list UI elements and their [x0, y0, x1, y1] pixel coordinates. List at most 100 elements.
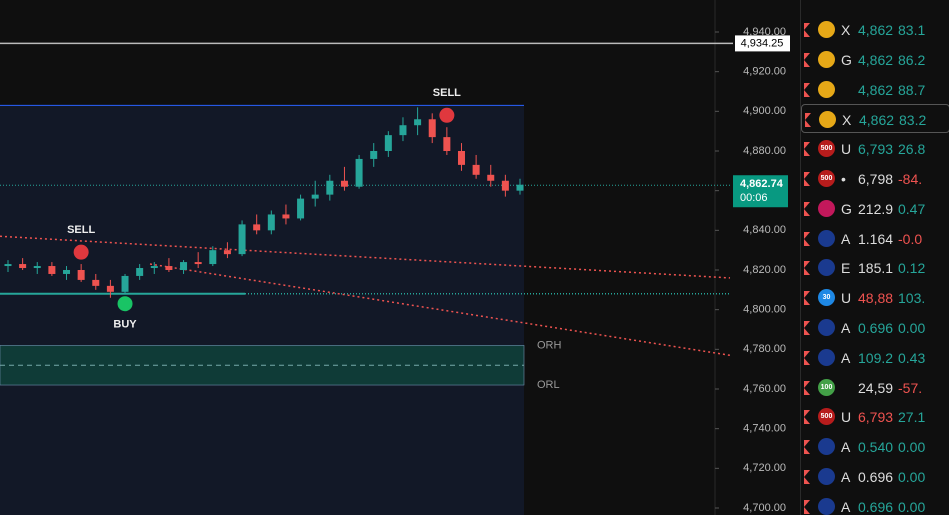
- flag: [805, 113, 811, 128]
- price: 212.9: [858, 200, 894, 217]
- change: 83.1: [898, 22, 926, 38]
- watchlist-row[interactable]: X 4,862 83.1: [801, 15, 949, 44]
- signal-label: SELL: [67, 224, 95, 236]
- candle-body: [253, 224, 261, 231]
- watchlist-row[interactable]: A 0.696 0.00: [801, 313, 949, 342]
- y-tick-label: 4,880.00: [743, 145, 786, 157]
- symbol-icon: 100: [818, 378, 835, 396]
- price: 0.696: [858, 469, 894, 485]
- symbol-icon: [818, 468, 835, 485]
- watchlist-row[interactable]: 30 U 48,88 103.: [801, 283, 949, 312]
- change: 103.: [898, 290, 926, 307]
- flag: [804, 410, 810, 425]
- change: 0.12: [898, 260, 926, 277]
- flag: [804, 142, 810, 157]
- watchlist-row[interactable]: A 0.540 0.00: [801, 432, 949, 461]
- y-tick-label: 4,780.00: [743, 343, 786, 355]
- flag: [804, 499, 810, 514]
- change: 83.2: [899, 112, 927, 129]
- symbol: X: [841, 22, 851, 38]
- y-tick-label: 4,840.00: [743, 224, 786, 236]
- price: 4,862: [858, 81, 894, 98]
- candle-body: [33, 266, 41, 269]
- candle-body: [238, 224, 246, 255]
- candle-body: [223, 250, 231, 255]
- watchlist-row[interactable]: 500 U 6,793 27.1: [801, 402, 949, 431]
- candle-body: [267, 214, 275, 231]
- flag: [804, 82, 810, 97]
- session-box: [0, 105, 524, 515]
- y-tick-label: 4,900.00: [743, 105, 786, 117]
- candle-body: [340, 180, 348, 187]
- watchlist-row[interactable]: A 1.164 -0.0: [801, 224, 949, 253]
- symbol-icon: [818, 199, 835, 217]
- y-tick-label: 4,700.00: [743, 502, 786, 514]
- watchlist-row[interactable]: 500 • 6,798 -84.: [801, 164, 949, 193]
- watchlist-row[interactable]: A 0.696 0.00: [801, 492, 949, 515]
- symbol-icon: [818, 259, 835, 277]
- y-tick-label: 4,740.00: [743, 423, 786, 435]
- watchlist-row[interactable]: A 109.2 0.43: [801, 343, 949, 372]
- last-price: 4,862.74: [740, 178, 784, 190]
- y-tick-label: 4,800.00: [743, 304, 786, 316]
- h-line-label: 4,934.25: [741, 37, 784, 49]
- candle-body: [165, 266, 173, 270]
- flag: [804, 350, 810, 365]
- y-tick-label: 4,820.00: [743, 264, 786, 276]
- flag: [804, 231, 810, 246]
- signal-marker: [439, 107, 455, 123]
- watchlist-row[interactable]: A 0.696 0.00: [801, 462, 949, 491]
- symbol-icon: [818, 319, 835, 336]
- symbol: E: [841, 260, 851, 277]
- last-tag: [733, 175, 788, 208]
- candle-body: [180, 262, 188, 270]
- symbol: G: [841, 200, 852, 217]
- change: 0.00: [898, 439, 926, 456]
- orl-label: ORL: [537, 379, 560, 391]
- change: -0.0: [898, 230, 923, 247]
- symbol: U: [841, 141, 852, 158]
- symbol-icon: [818, 348, 835, 366]
- watchlist-row[interactable]: 4,862 88.7: [801, 75, 949, 104]
- symbol: G: [841, 51, 852, 68]
- watchlist-row[interactable]: 500 U 6,793 26.8: [801, 134, 949, 163]
- symbol-icon: [819, 111, 836, 129]
- symbol-icon: 500: [818, 408, 835, 426]
- signal-label: BUY: [113, 319, 137, 331]
- change: 88.7: [898, 81, 926, 98]
- flag: [804, 440, 810, 455]
- h-line-tag: [735, 35, 790, 52]
- price: 0.696: [858, 320, 894, 336]
- y-tick-label: 4,940.00: [743, 26, 786, 38]
- signal-marker: [73, 244, 89, 260]
- watchlist-row[interactable]: G 212.9 0.47: [801, 194, 949, 223]
- change: 0.43: [898, 349, 926, 366]
- change: 86.2: [898, 51, 926, 68]
- candle-body: [282, 214, 290, 219]
- symbol: A: [841, 469, 851, 485]
- countdown: 00:06: [740, 192, 768, 204]
- flag: [804, 52, 810, 67]
- candle-body: [121, 275, 129, 292]
- flag: [804, 172, 810, 186]
- symbol-icon: [818, 21, 835, 38]
- change: 0.00: [898, 469, 926, 485]
- candle-body: [209, 250, 217, 265]
- watchlist-row[interactable]: E 185.1 0.12: [801, 253, 949, 282]
- watchlist: X 4,862 83.1 G 4,862 86.2 4,862 88.7 X 4,862 83.2 5…: [800, 0, 949, 515]
- symbol-icon: [818, 229, 835, 247]
- watchlist-row[interactable]: G 4,862 86.2: [801, 45, 949, 74]
- watchlist-row[interactable]: X 4,862 83.2: [801, 104, 949, 134]
- candle-body: [355, 158, 363, 187]
- candle-body: [384, 135, 392, 151]
- candle-body: [472, 164, 480, 175]
- symbol: U: [841, 409, 852, 426]
- candle-body: [92, 279, 100, 286]
- y-tick-label: 4,720.00: [743, 462, 786, 474]
- symbol: X: [842, 112, 852, 129]
- candle-body: [48, 266, 56, 274]
- candle-body: [4, 264, 12, 267]
- watchlist-row[interactable]: 100 24,59 -57.: [801, 373, 949, 402]
- flag: [804, 23, 810, 37]
